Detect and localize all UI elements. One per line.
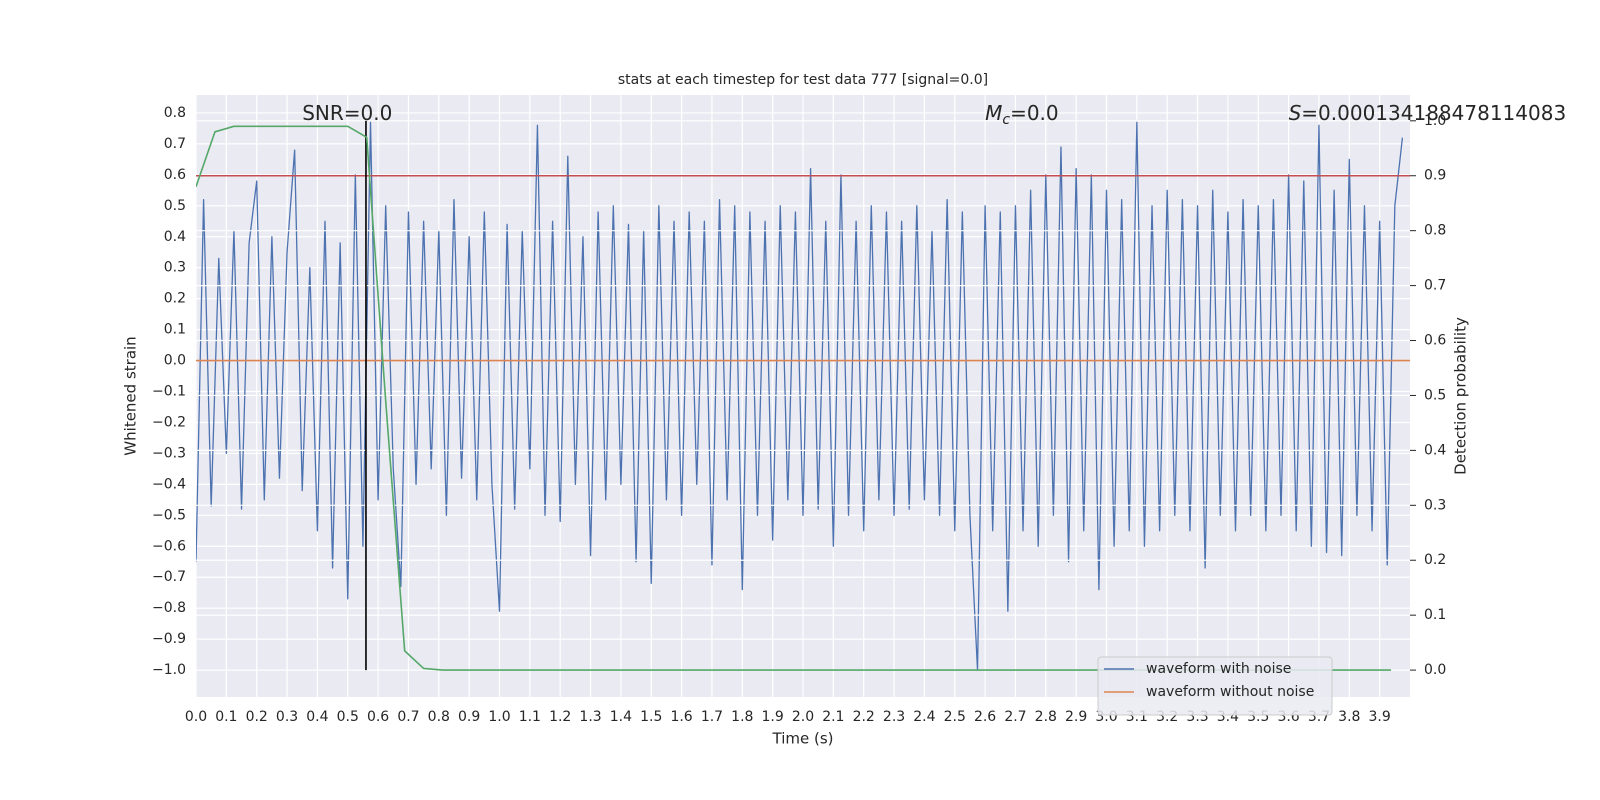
x-tick-label: 1.9	[762, 709, 784, 725]
y-tick-label: 0.3	[164, 260, 186, 276]
x-tick-label: 2.6	[974, 709, 996, 725]
x-tick-label: 1.5	[640, 709, 662, 725]
y2-tick-label: 0.2	[1424, 552, 1446, 568]
chart-title: stats at each timestep for test data 777…	[618, 72, 988, 88]
x-tick-label: 3.8	[1338, 709, 1360, 725]
x-tick-label: 0.5	[337, 709, 359, 725]
y-tick-label: −1.0	[152, 662, 186, 678]
x-tick-label: 2.7	[1004, 709, 1026, 725]
x-tick-label: 0.4	[306, 709, 328, 725]
x-tick-label: 1.7	[701, 709, 723, 725]
y-tick-label: 0.7	[164, 136, 186, 152]
x-tick-label: 3.9	[1369, 709, 1391, 725]
x-tick-label: 2.0	[792, 709, 814, 725]
y2-tick-label: 0.9	[1424, 168, 1446, 184]
annotation-symbol: S	[1289, 101, 1302, 125]
annotation-text: SNR=0.0	[302, 101, 392, 125]
annotation-text: =0.000134188478114083	[1301, 101, 1566, 125]
x-tick-label: 2.3	[883, 709, 905, 725]
x-tick-label: 0.7	[397, 709, 419, 725]
x-tick-label: 1.4	[610, 709, 632, 725]
annotation: S=0.000134188478114083	[1289, 101, 1567, 125]
x-tick-label: 1.2	[549, 709, 571, 725]
x-tick-label: 1.1	[519, 709, 541, 725]
y-tick-label: 0.0	[164, 353, 186, 369]
y2-tick-label: 0.7	[1424, 278, 1446, 294]
x-tick-label: 0.1	[215, 709, 237, 725]
y-tick-label: −0.6	[152, 538, 186, 554]
x-tick-label: 0.0	[185, 709, 207, 725]
x-tick-label: 2.8	[1035, 709, 1057, 725]
y2-tick-label: 1.0	[1424, 113, 1446, 129]
x-tick-label: 2.2	[853, 709, 875, 725]
annotation: Mc=0.0	[985, 101, 1059, 129]
legend-box	[1097, 656, 1333, 716]
series-line	[196, 121, 1404, 671]
x-tick-label: 1.3	[579, 709, 601, 725]
y-tick-label: −0.7	[152, 569, 186, 585]
annotation-subscript: c	[1002, 112, 1010, 128]
x-tick-label: 2.4	[913, 709, 935, 725]
x-tick-label: 2.9	[1065, 709, 1087, 725]
y-tick-label: −0.3	[152, 445, 186, 461]
annotation: SNR=0.0	[302, 101, 392, 125]
y2-axis-label: Detection probability	[1452, 317, 1470, 475]
y2-tick-label: 0.6	[1424, 333, 1446, 349]
y-axis-label: Whitened strain	[122, 336, 140, 455]
y2-tick-label: 0.0	[1424, 662, 1446, 678]
x-axis-label: Time (s)	[772, 730, 834, 748]
x-tick-label: 0.3	[276, 709, 298, 725]
x-tick-label: 0.2	[246, 709, 268, 725]
y-tick-label: −0.4	[152, 476, 186, 492]
x-tick-label: 2.5	[944, 709, 966, 725]
y-tick-label: −0.2	[152, 414, 186, 430]
y-tick-label: −0.1	[152, 384, 186, 400]
x-tick-label: 1.6	[670, 709, 692, 725]
x-tick-label: 0.6	[367, 709, 389, 725]
y-tick-label: 0.8	[164, 105, 186, 121]
y2-tick-label: 0.5	[1424, 387, 1446, 403]
y-tick-label: 0.2	[164, 291, 186, 307]
annotation-symbol: M	[985, 101, 1002, 125]
x-tick-label: 1.8	[731, 709, 753, 725]
x-tick-label: 1.0	[488, 709, 510, 725]
y-tick-label: −0.8	[152, 600, 186, 616]
y2-tick-label: 0.3	[1424, 497, 1446, 513]
annotation-text: =0.0	[1010, 101, 1059, 125]
y2-tick-label: 0.8	[1424, 223, 1446, 239]
y-tick-label: −0.9	[152, 631, 186, 647]
x-tick-label: 2.1	[822, 709, 844, 725]
y2-tick-label: 0.1	[1424, 607, 1446, 623]
x-tick-label: 0.8	[428, 709, 450, 725]
y-tick-label: −0.5	[152, 507, 186, 523]
y2-tick-label: 0.4	[1424, 442, 1446, 458]
y-tick-label: 0.1	[164, 322, 186, 338]
y-tick-label: 0.4	[164, 229, 186, 245]
y-tick-label: 0.6	[164, 167, 186, 183]
x-tick-label: 0.9	[458, 709, 480, 725]
legend-label: waveform with noise	[1146, 661, 1291, 677]
legend-label: waveform without noise	[1146, 684, 1314, 700]
y-tick-label: 0.5	[164, 198, 186, 214]
